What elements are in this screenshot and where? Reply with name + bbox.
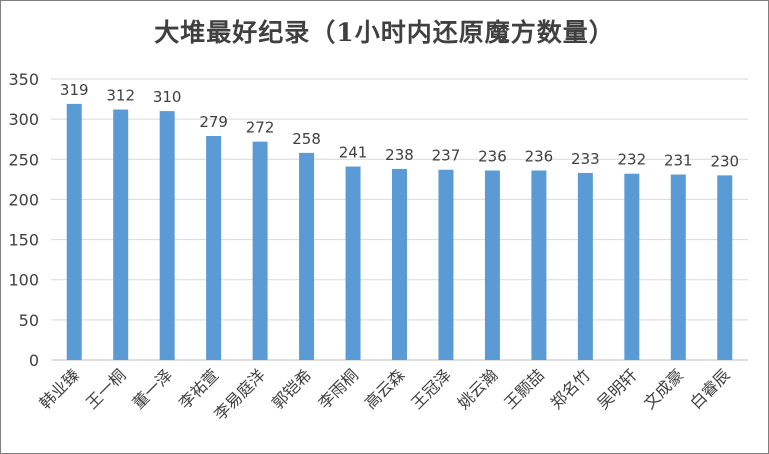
data-label: 233 xyxy=(571,150,600,168)
x-tick-label: 郑名竹 xyxy=(547,365,594,412)
x-tick-label: 李易庭洋 xyxy=(210,365,269,424)
bar xyxy=(717,175,733,360)
data-label: 231 xyxy=(664,152,693,170)
y-tick-label: 300 xyxy=(8,110,39,129)
x-tick-label: 李雨桐 xyxy=(314,365,361,412)
x-tick-label: 韩业臻 xyxy=(36,365,83,412)
data-label: 236 xyxy=(525,148,554,166)
data-label: 279 xyxy=(199,113,228,131)
x-tick-label: 王冠泽 xyxy=(407,365,454,412)
bar xyxy=(252,141,268,360)
bar xyxy=(392,168,407,360)
x-tick-label: 王颢喆 xyxy=(500,365,547,412)
data-label: 312 xyxy=(106,87,135,105)
y-tick-label: 100 xyxy=(8,271,39,290)
data-label: 238 xyxy=(385,146,414,164)
data-label: 232 xyxy=(618,151,647,169)
data-label: 319 xyxy=(60,81,89,99)
y-tick-label: 50 xyxy=(19,311,39,330)
y-tick-label: 150 xyxy=(8,231,39,250)
chart-title: 大堆最好纪录（1小时内还原魔方数量） xyxy=(154,18,615,47)
data-label: 258 xyxy=(292,130,321,148)
data-label: 241 xyxy=(339,144,368,162)
x-tick-label: 吴明轩 xyxy=(593,365,640,412)
y-tick-label: 200 xyxy=(8,190,39,209)
bar xyxy=(66,103,82,360)
data-label: 230 xyxy=(710,152,739,170)
bar xyxy=(484,170,500,360)
x-tick-label: 姚云瀚 xyxy=(454,365,501,412)
x-tick-label: 白睿辰 xyxy=(686,365,733,412)
x-tick-label: 王一桐 xyxy=(82,365,129,412)
bar xyxy=(577,172,593,360)
bar xyxy=(345,166,361,360)
bar xyxy=(670,174,686,360)
y-tick-label: 350 xyxy=(8,70,39,89)
x-tick-label: 郭铠希 xyxy=(268,365,315,412)
bar xyxy=(206,136,222,360)
x-tick-label: 董一泽 xyxy=(129,365,176,412)
bar xyxy=(438,169,454,360)
x-tick-label: 文成豪 xyxy=(640,365,687,412)
y-tick-label: 0 xyxy=(29,351,39,370)
data-label: 236 xyxy=(478,148,507,166)
bar xyxy=(113,109,129,360)
data-label: 310 xyxy=(153,88,182,106)
bar xyxy=(159,111,175,360)
data-label: 272 xyxy=(246,119,275,137)
bar xyxy=(624,173,640,360)
x-tick-label: 高云森 xyxy=(361,365,408,412)
bar xyxy=(299,152,315,360)
bar xyxy=(531,170,547,360)
y-tick-label: 250 xyxy=(8,150,39,169)
data-label: 237 xyxy=(432,147,461,165)
